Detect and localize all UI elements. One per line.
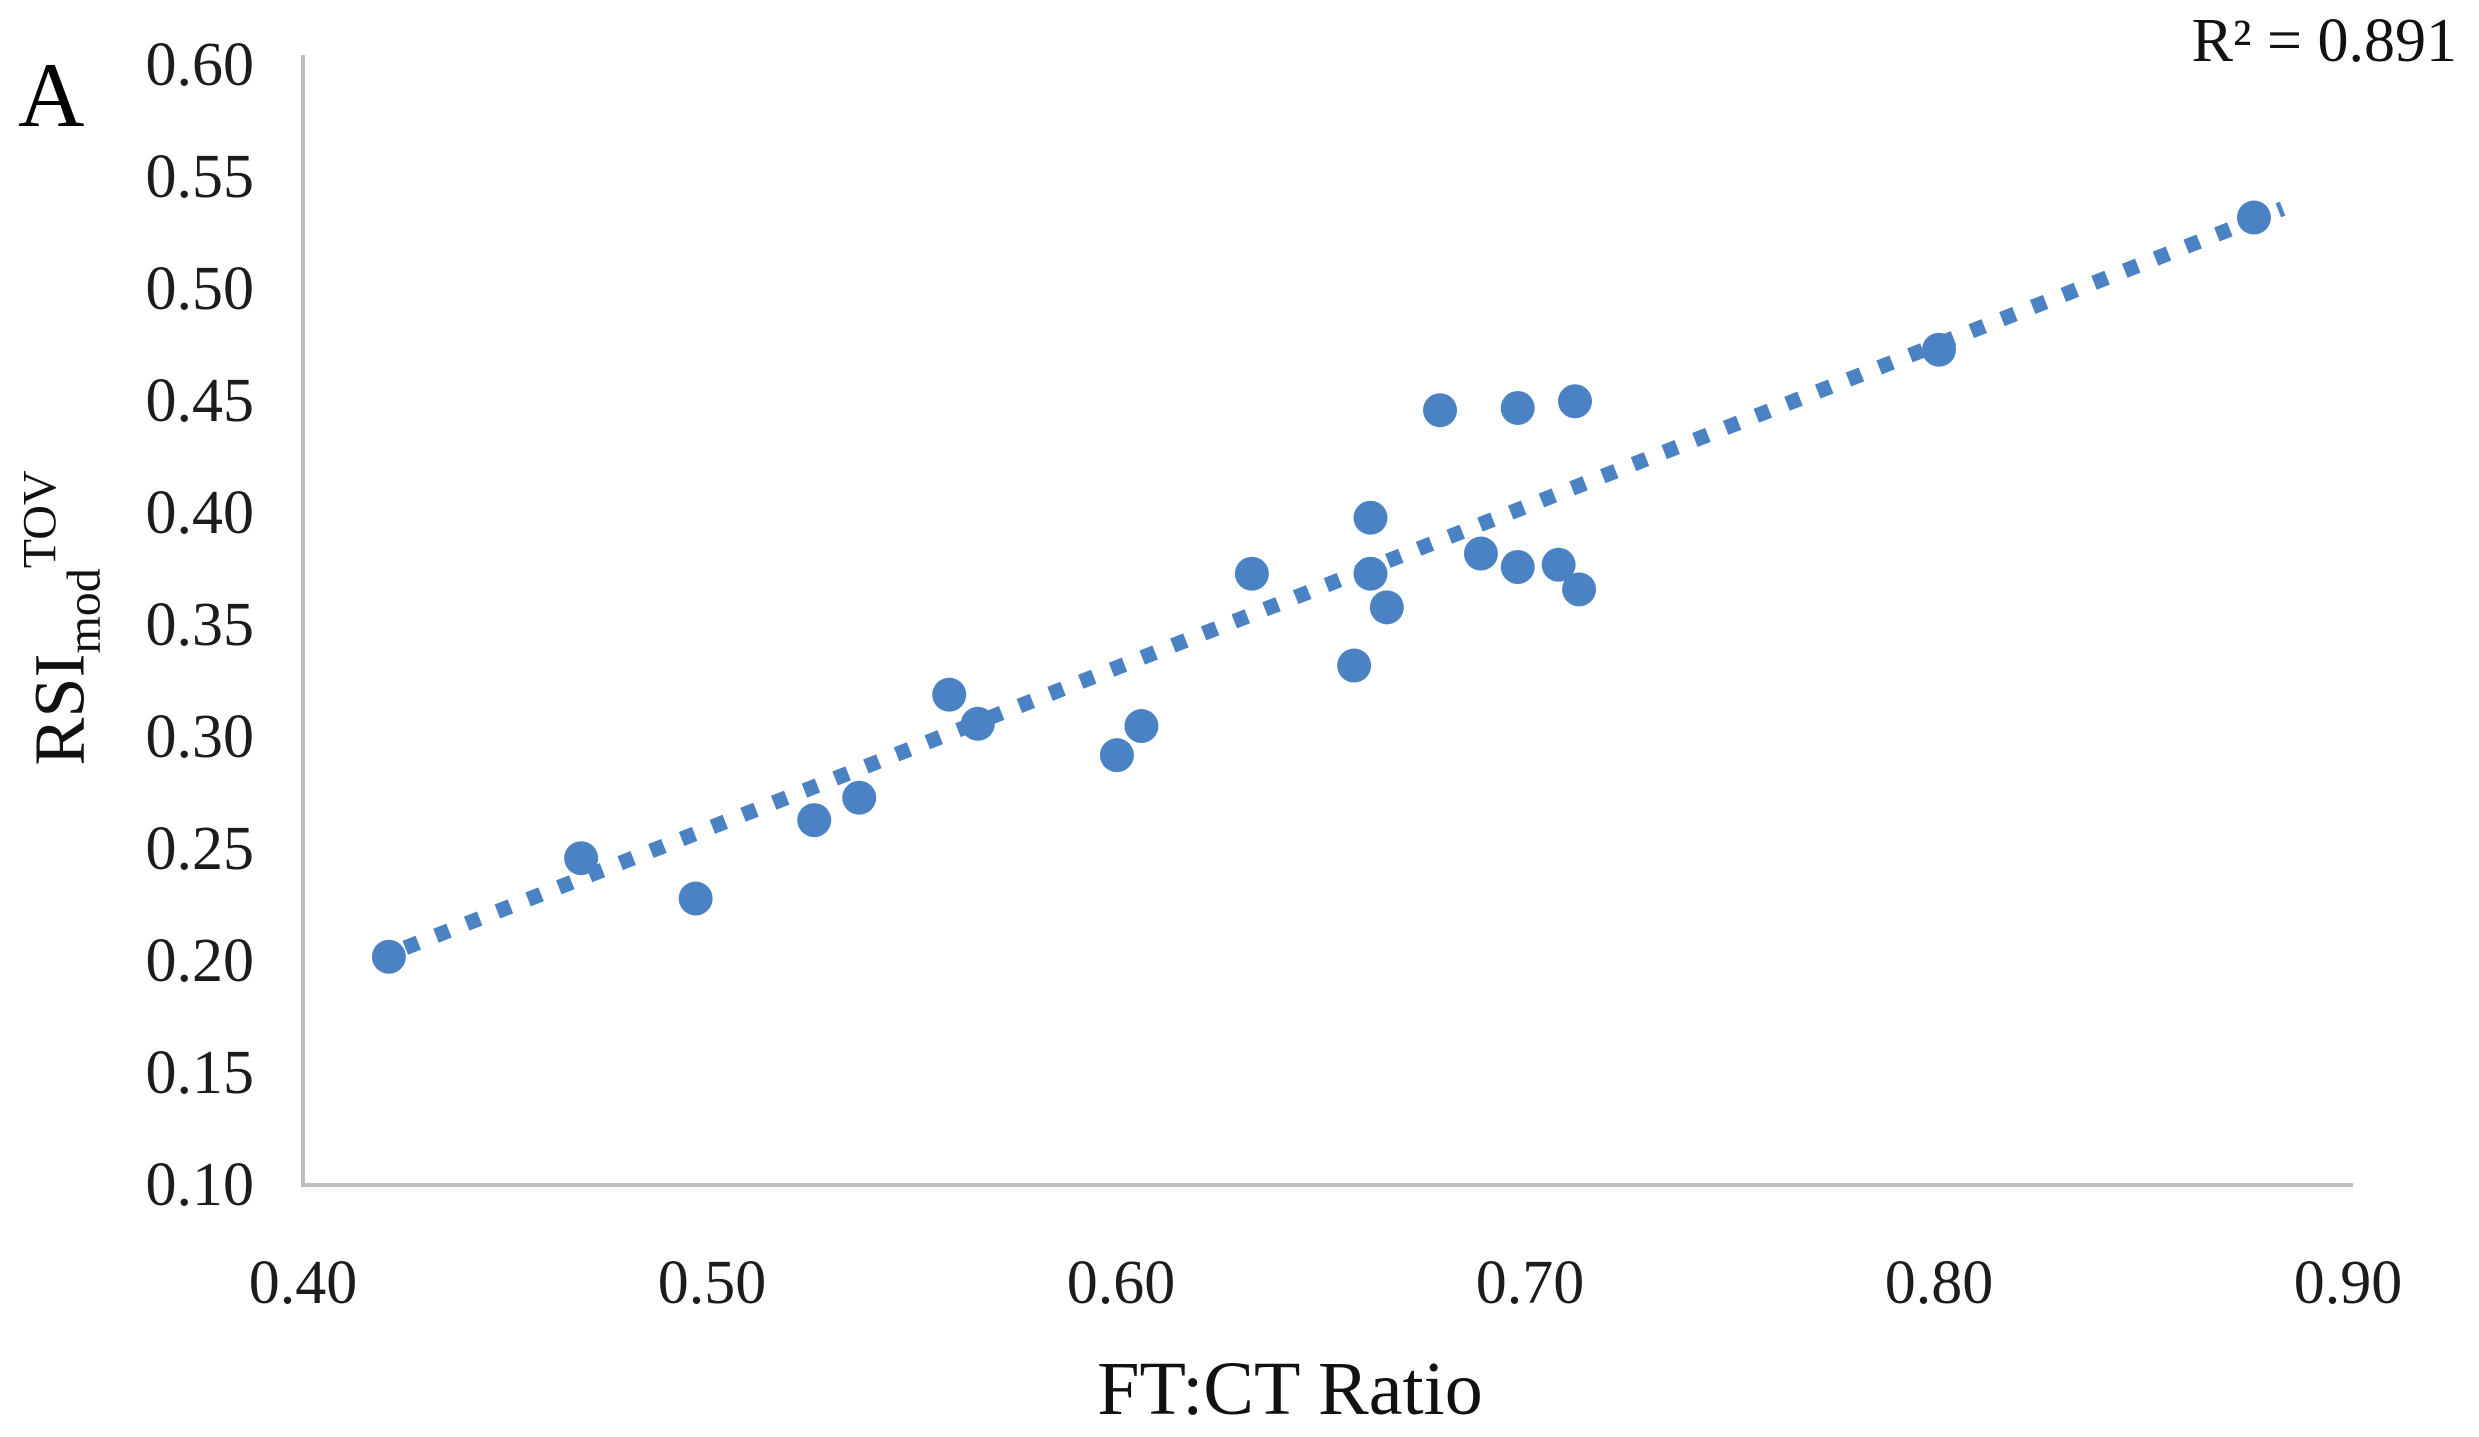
data-point — [1562, 572, 1597, 607]
y-axis-title-superscript: TOV — [13, 470, 67, 569]
y-axis-title-base: RSI — [19, 653, 100, 766]
data-point — [1124, 709, 1159, 744]
x-tick-label: 0.80 — [1885, 1249, 1994, 1317]
trendline — [402, 201, 2286, 955]
y-tick-label: 0.45 — [146, 367, 255, 435]
data-point — [1234, 556, 1269, 591]
y-tick-label: 0.60 — [146, 31, 255, 99]
r-squared-annotation: R² = 0.891 — [2191, 7, 2457, 75]
data-point — [1369, 590, 1404, 625]
data-point — [932, 677, 967, 712]
data-point — [1423, 393, 1458, 428]
data-point — [371, 939, 406, 974]
y-tick-label: 0.10 — [146, 1151, 255, 1219]
panel-label: A — [18, 44, 85, 146]
y-axis-title: RSImodTOV — [13, 470, 112, 765]
data-point — [1099, 738, 1134, 773]
data-point — [1337, 648, 1372, 683]
data-point — [1541, 547, 1576, 582]
x-tick-label: 0.60 — [1067, 1249, 1176, 1317]
x-tick-label: 0.50 — [658, 1249, 767, 1317]
x-tick-label: 0.40 — [249, 1249, 358, 1317]
data-point — [1500, 550, 1535, 584]
data-point — [1353, 500, 1388, 535]
data-point — [564, 841, 599, 876]
y-tick-label: 0.25 — [146, 815, 255, 883]
y-tick-label: 0.55 — [146, 143, 255, 211]
y-tick-label: 0.30 — [146, 703, 255, 771]
y-tick-label: 0.15 — [146, 1039, 255, 1107]
x-tick-label: 0.90 — [2294, 1249, 2403, 1317]
data-point — [1463, 536, 1498, 571]
x-axis-title: FT:CT Ratio — [1097, 1347, 1483, 1431]
data-point — [678, 881, 713, 916]
y-tick-label: 0.40 — [146, 479, 255, 547]
y-tick-label: 0.35 — [146, 591, 255, 659]
data-point — [797, 803, 832, 838]
data-point — [1557, 384, 1592, 419]
data-point — [1500, 390, 1535, 425]
data-point — [842, 780, 877, 815]
y-tick-label: 0.20 — [146, 927, 255, 995]
y-axis-title-subscript: mod — [57, 568, 111, 654]
plot-area — [303, 58, 2353, 1182]
y-tick-label: 0.50 — [146, 255, 255, 323]
x-tick-label: 0.70 — [1476, 1249, 1585, 1317]
